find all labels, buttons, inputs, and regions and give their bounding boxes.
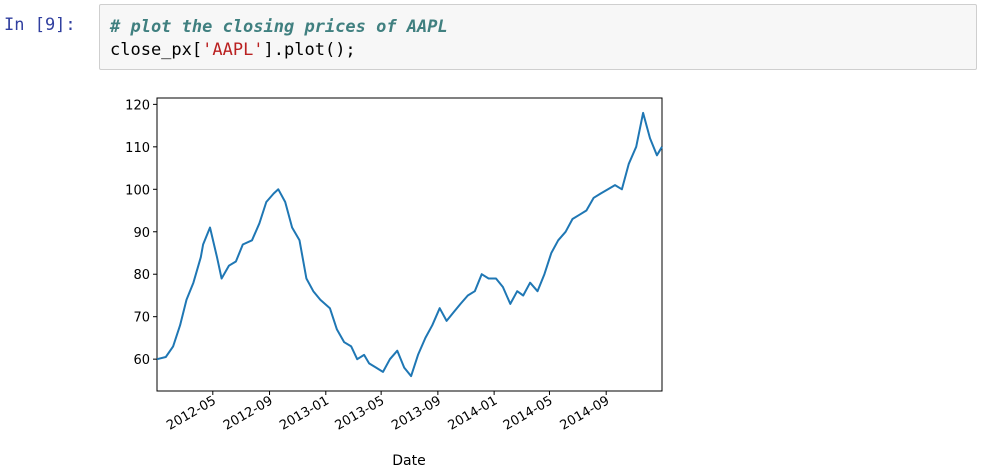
plot-frame [156,97,663,392]
cell-prompt: In [9]: [4,15,76,35]
series-line-aapl [156,111,663,378]
x-tick-label: 2014-01 [446,393,501,433]
y-tick-label: 70 [133,311,150,326]
x-tick-label: 2012-05 [164,393,219,433]
code-comment: # plot the closing prices of AAPL [110,17,448,37]
code-text-after: ].plot(); [263,40,356,60]
y-tick-label: 120 [125,98,150,113]
code-text-before: close_px[ [110,40,203,60]
x-tick-label: 2012-09 [221,393,276,433]
x-tick-label: 2013-09 [389,393,444,433]
code-cell[interactable]: # plot the closing prices of AAPL close_… [99,4,977,70]
y-tick-label: 90 [133,226,150,241]
y-tick-label: 110 [125,141,150,156]
x-axis-label: Date [392,453,425,469]
y-tick-label: 100 [125,183,150,198]
y-axis: 60 70 80 90 100 110 120 [125,98,157,368]
x-axis: 2012-05 2012-09 2013-01 2013-05 2013-09 2014-… [164,391,612,434]
y-tick-label: 80 [133,268,150,283]
x-tick-label: 2013-01 [277,393,332,433]
x-tick-label: 2014-09 [558,393,613,433]
code-editor[interactable]: # plot the closing prices of AAPL close_… [110,16,448,62]
x-tick-label: 2014-05 [501,393,556,433]
y-tick-label: 60 [133,353,150,368]
x-tick-label: 2013-05 [333,393,388,433]
code-string: 'AAPL' [202,40,264,60]
